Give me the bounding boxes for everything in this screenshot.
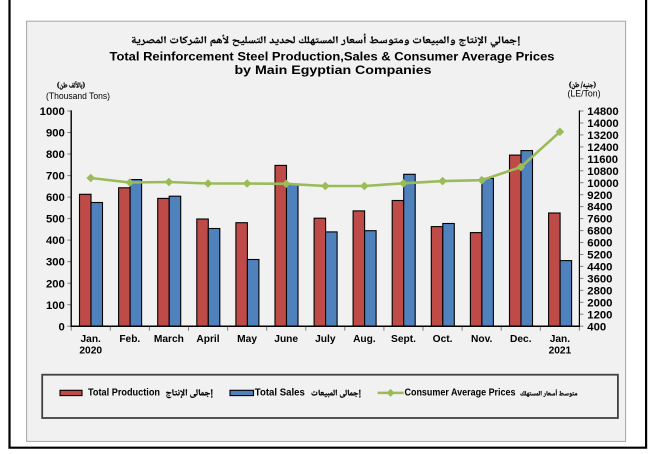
svg-text:July: July xyxy=(315,334,336,345)
svg-text:13200: 13200 xyxy=(587,130,618,142)
svg-text:2021: 2021 xyxy=(549,346,572,357)
svg-text:Jan.: Jan. xyxy=(550,334,571,345)
svg-text:600: 600 xyxy=(46,192,65,204)
svg-text:500: 500 xyxy=(46,214,65,226)
svg-text:Total Reinforcement Steel Prod: Total Reinforcement Steel Production,Sal… xyxy=(110,49,555,63)
svg-text:10000: 10000 xyxy=(587,178,618,190)
svg-text:700: 700 xyxy=(46,171,65,183)
svg-text:14000: 14000 xyxy=(587,118,618,130)
svg-text:2800: 2800 xyxy=(587,285,612,297)
svg-text:by Main Egyptian Companies: by Main Egyptian Companies xyxy=(235,63,432,77)
svg-text:1200: 1200 xyxy=(587,309,612,321)
svg-text:(Thousand Tons): (Thousand Tons) xyxy=(46,91,110,102)
svg-text:800: 800 xyxy=(46,149,65,161)
svg-text:6800: 6800 xyxy=(587,226,612,238)
svg-text:2020: 2020 xyxy=(79,346,102,357)
svg-text:300: 300 xyxy=(46,257,65,269)
svg-text:5200: 5200 xyxy=(587,250,612,262)
svg-text:8400: 8400 xyxy=(587,202,612,214)
svg-text:Feb.: Feb. xyxy=(119,334,140,345)
svg-text:900: 900 xyxy=(46,128,65,140)
svg-text:400: 400 xyxy=(46,235,65,247)
svg-text:1000: 1000 xyxy=(40,106,65,118)
svg-text:Dec.: Dec. xyxy=(510,334,532,345)
svg-text:Nov.: Nov. xyxy=(471,334,492,345)
svg-text:(LE/Ton): (LE/Ton) xyxy=(568,88,601,99)
svg-text:3600: 3600 xyxy=(587,274,612,286)
svg-text:Consumer Average Prices: Consumer Average Prices xyxy=(405,388,517,399)
svg-text:Total Sales: Total Sales xyxy=(255,388,306,399)
svg-text:March: March xyxy=(154,334,184,345)
svg-text:14800: 14800 xyxy=(587,106,618,118)
svg-text:Jan.: Jan. xyxy=(81,334,102,345)
svg-text:12400: 12400 xyxy=(587,142,618,154)
svg-text:7600: 7600 xyxy=(587,214,612,226)
svg-text:100: 100 xyxy=(46,300,65,312)
svg-text:11600: 11600 xyxy=(587,154,618,166)
svg-text:9200: 9200 xyxy=(587,190,612,202)
svg-text:Oct.: Oct. xyxy=(433,334,453,345)
svg-text:4400: 4400 xyxy=(587,262,612,274)
svg-text:200: 200 xyxy=(46,278,65,290)
svg-text:Sept.: Sept. xyxy=(391,334,416,345)
svg-text:Aug.: Aug. xyxy=(353,334,376,345)
svg-text:2000: 2000 xyxy=(587,297,612,309)
svg-text:0: 0 xyxy=(59,321,65,333)
svg-text:400: 400 xyxy=(587,321,606,333)
svg-text:10800: 10800 xyxy=(587,166,618,178)
svg-text:April: April xyxy=(196,334,219,345)
svg-text:Total Production: Total Production xyxy=(88,388,160,399)
svg-text:May: May xyxy=(237,334,257,345)
svg-text:6000: 6000 xyxy=(587,238,612,250)
svg-text:June: June xyxy=(274,334,298,345)
